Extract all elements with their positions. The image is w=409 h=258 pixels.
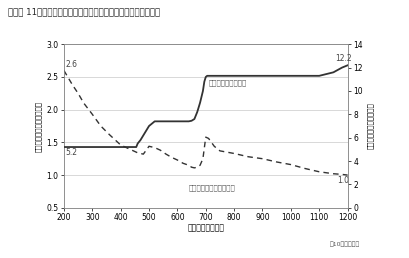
Text: 12.2: 12.2 [335,54,351,63]
Text: 5.2: 5.2 [65,148,77,157]
X-axis label: 夫の年収（万円）: 夫の年収（万円） [187,224,224,233]
Text: 負担増加割合（左目盛）: 負担増加割合（左目盛） [189,184,236,191]
Y-axis label: 世帯の負担増加割合（％）: 世帯の負担増加割合（％） [36,101,42,151]
Text: 1.0: 1.0 [337,176,349,185]
Text: 2.6: 2.6 [65,60,77,69]
Text: （図表 11）　配偶者控除廃止による世帯の可処分所得への影響: （図表 11） 配偶者控除廃止による世帯の可処分所得への影響 [8,8,160,17]
Text: 負担増額（右目盛）: 負担増額（右目盛） [209,80,247,86]
Text: （10万円単位）: （10万円単位） [330,242,360,247]
Y-axis label: 世帯の負担増額（万円）: 世帯の負担増額（万円） [367,103,373,149]
